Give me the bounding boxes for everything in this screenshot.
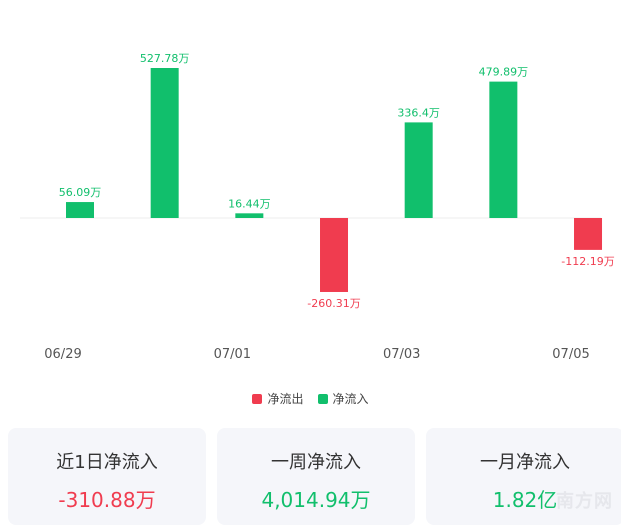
bar-value-label: 336.4万: [397, 106, 440, 119]
bar-07/05[interactable]: [574, 218, 603, 250]
watermark-logo: 南方网: [556, 491, 613, 512]
summary-card-value: 4,014.94万: [261, 488, 371, 512]
bar-07/02[interactable]: [320, 218, 349, 292]
bar-07/03[interactable]: [404, 122, 433, 218]
x-tick-label: 06/29: [44, 347, 81, 362]
x-tick-label: 07/01: [214, 347, 251, 362]
bar-value-label: 16.44万: [228, 197, 271, 210]
bar-06/29[interactable]: [66, 202, 94, 218]
bar-value-label: 56.09万: [59, 186, 102, 199]
summary-card-value: 1.82亿: [492, 488, 558, 512]
bar-value-label: 479.89万: [479, 66, 529, 79]
legend-swatch-inflow: [317, 393, 328, 404]
summary-card-value: -310.88万: [58, 488, 156, 512]
legend-item-outflow[interactable]: 净流出: [252, 390, 304, 407]
legend-swatch-outflow: [252, 393, 263, 404]
summary-card-1day: 近1日净流入 -310.88万: [8, 428, 206, 525]
legend-item-inflow[interactable]: 净流入: [317, 390, 369, 407]
legend-label-outflow: 净流出: [267, 392, 304, 406]
chart-legend: 净流出 净流入: [0, 390, 621, 407]
bar-07/01[interactable]: [235, 213, 264, 218]
bar-value-label: -260.31万: [307, 297, 360, 310]
summary-cards: 近1日净流入 -310.88万 一周净流入 4,014.94万 一月净流入 1.…: [8, 428, 621, 525]
x-tick-label: 07/03: [383, 347, 420, 362]
legend-label-inflow: 净流入: [332, 392, 369, 406]
x-tick-label: 07/05: [552, 347, 589, 362]
net-flow-bar-chart: 56.09万 527.78万 16.44万 -260.31万 336.4万 479.89万…: [20, 52, 615, 362]
bar-value-label: 527.78万: [140, 52, 190, 65]
summary-card-title: 一周净流入: [271, 452, 361, 473]
bar-06/30[interactable]: [150, 68, 179, 218]
bar-07/04[interactable]: [489, 81, 518, 219]
bar-value-label: -112.19万: [561, 255, 614, 268]
summary-card-title: 一月净流入: [480, 452, 570, 473]
summary-card-1week: 一周净流入 4,014.94万: [217, 428, 415, 525]
summary-card-title: 近1日净流入: [56, 452, 158, 473]
summary-card-1month: 一月净流入 1.82亿: [426, 428, 621, 525]
